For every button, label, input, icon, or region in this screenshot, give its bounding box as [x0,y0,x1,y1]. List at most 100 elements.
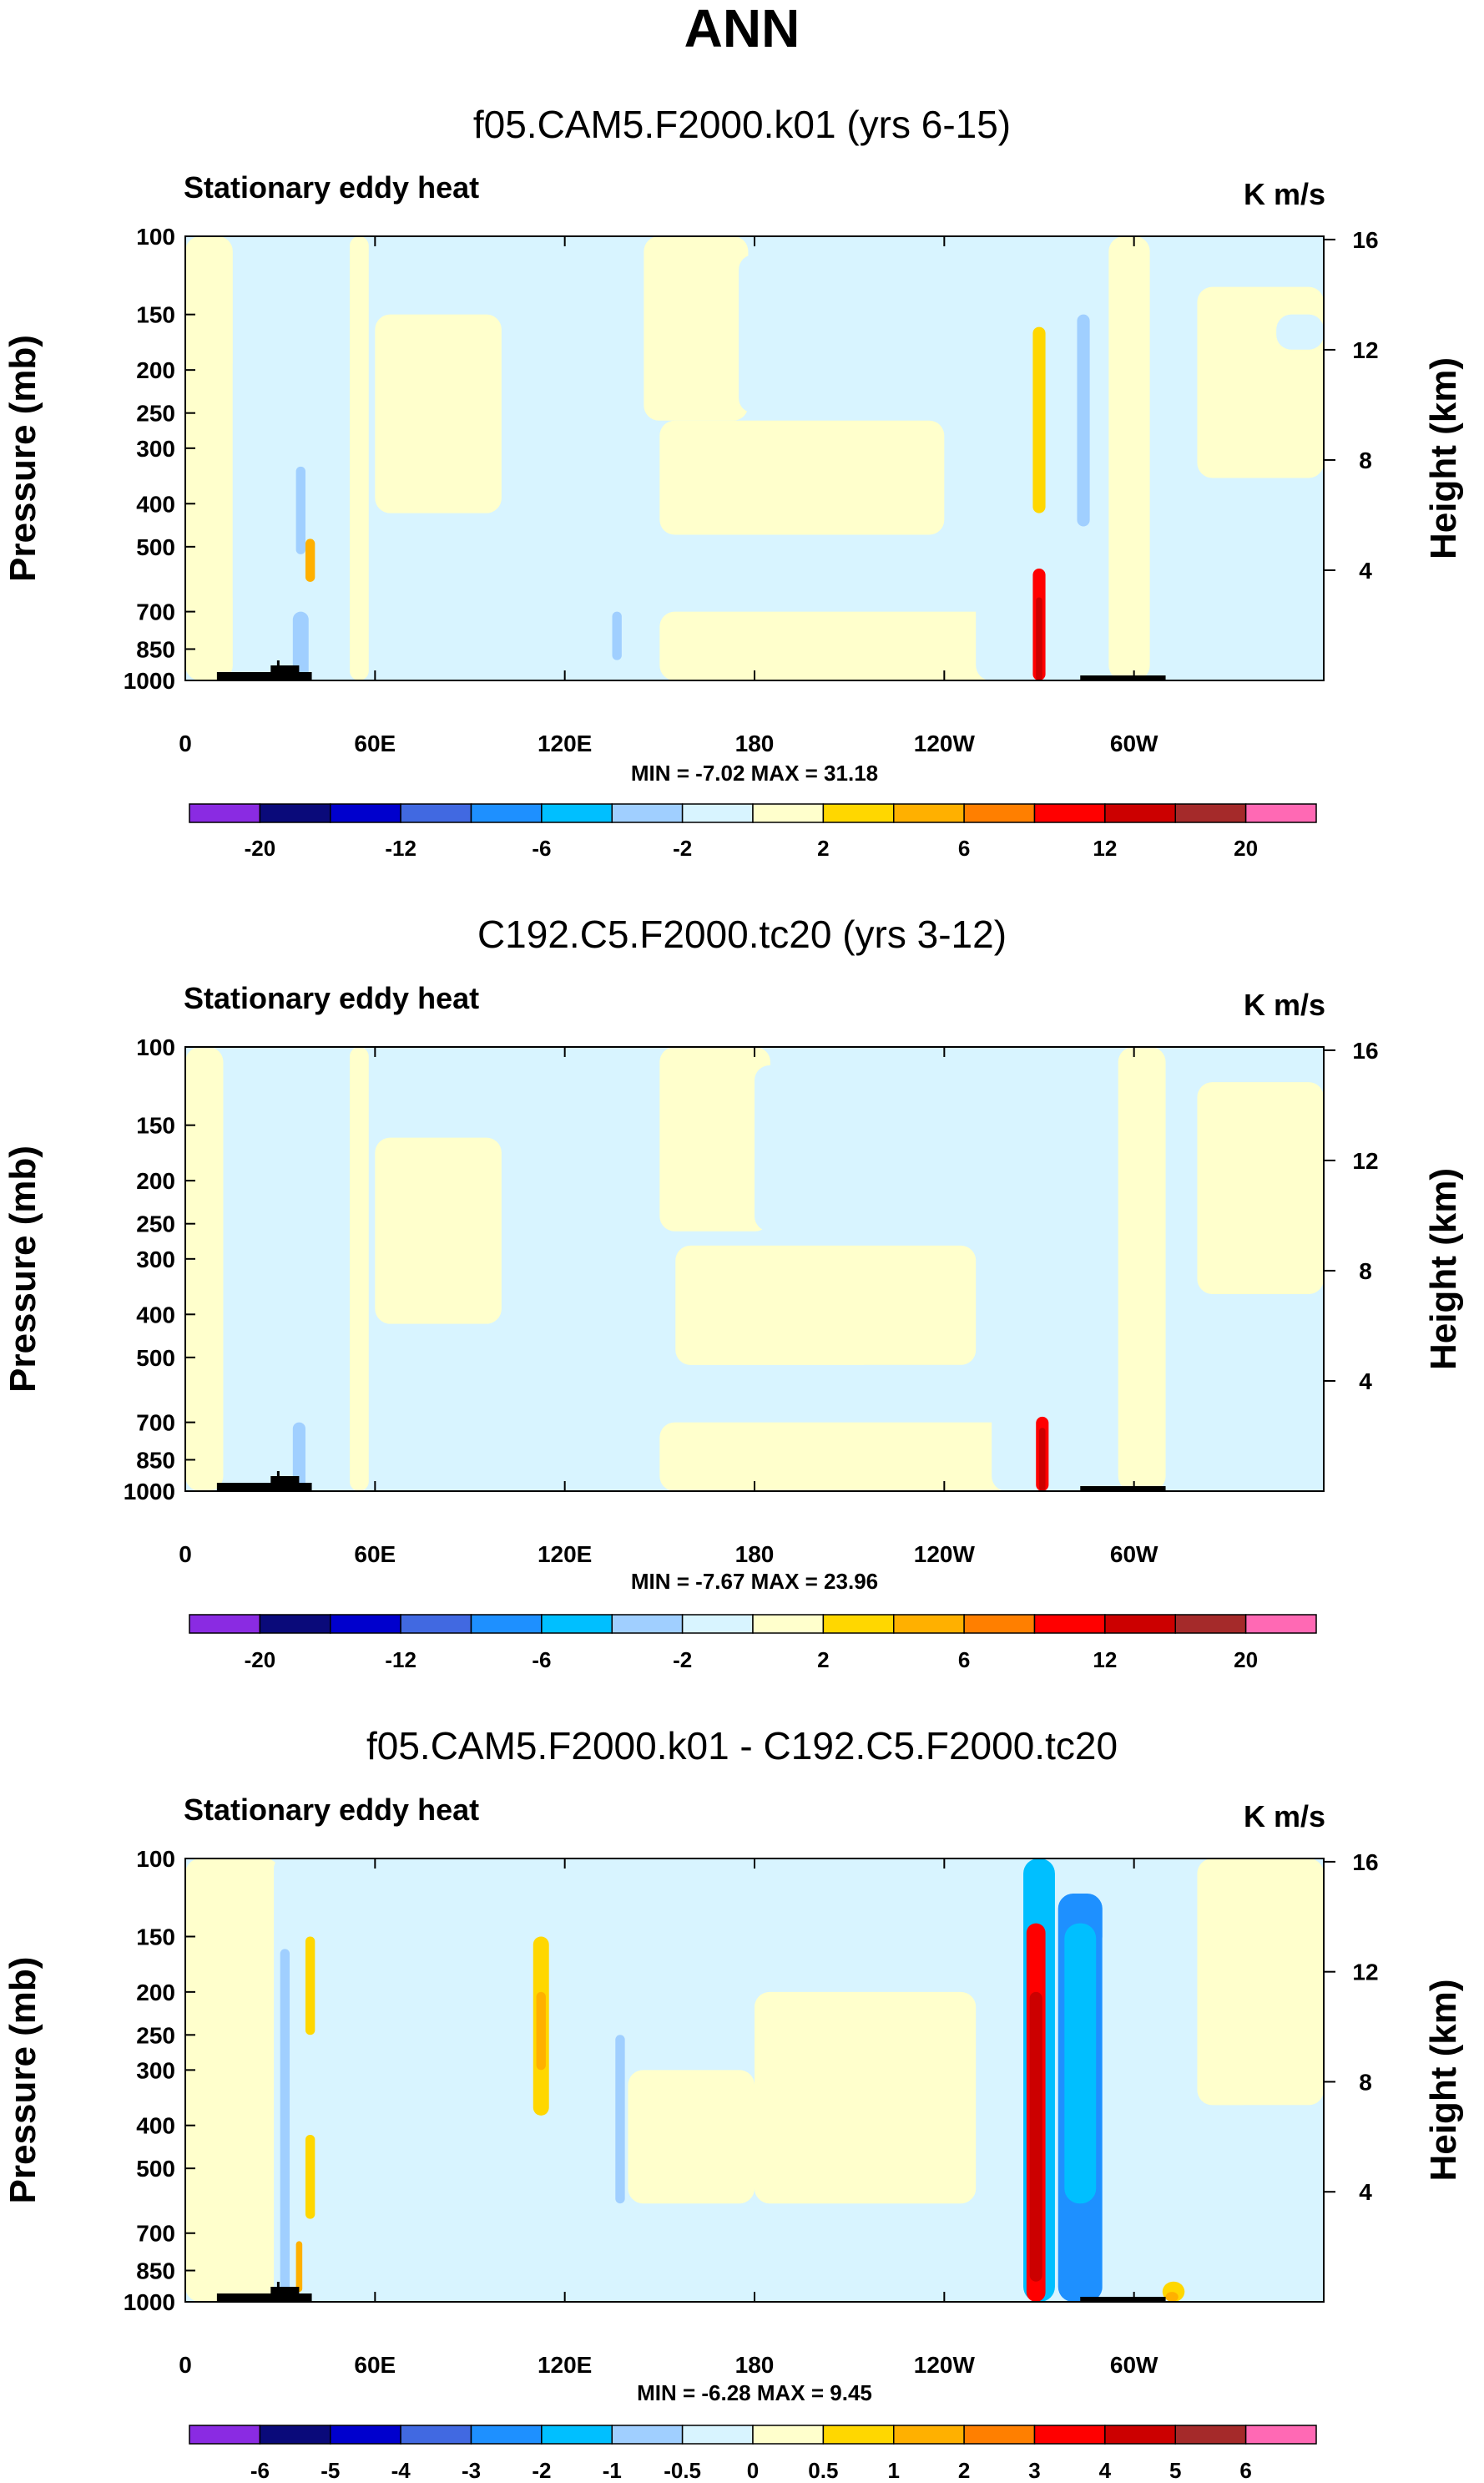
colorbar-box [400,1614,472,1634]
y-tick-label: 200 [136,1980,175,2005]
colorbar-box [963,1614,1036,1634]
field-contour [1276,314,1324,350]
colorbar-label: -3 [462,2458,481,2483]
y-axis-title: Pressure (mb) [3,335,43,582]
y-right-tick-label: 16 [1352,1849,1378,1875]
y-tick-label: 1000 [124,668,175,694]
field-contour [675,1245,977,1365]
field-contour [1064,1923,1097,2204]
colorbar-label: -1 [603,2458,622,2483]
colorbar-label: -20 [245,836,276,861]
colorbar-box [330,1614,401,1634]
colorbar-box [541,803,613,823]
colorbar-box [752,803,825,823]
x-tick-label: 180 [735,731,775,756]
colorbar-box [893,2425,965,2445]
y-tick-label: 200 [136,357,175,383]
colorbar-box [1244,803,1317,823]
colorbar-box [1174,803,1247,823]
field-contour [770,2218,961,2302]
panel-variable-label: Stationary eddy heat [184,981,479,1015]
field-contour [1077,314,1090,527]
y-tick-label: 500 [136,534,175,560]
colorbar-label: -6 [532,1647,551,1672]
y-tick-label: 400 [136,2113,175,2139]
x-tick-label: 120E [538,2352,592,2378]
panel-units-label: K m/s [1244,177,1325,211]
colorbar-label: 3 [1028,2458,1040,2483]
x-tick-label: 0 [179,731,192,756]
y-tick-label: 200 [136,1168,175,1194]
field-contour [1197,1082,1324,1294]
colorbar-box [189,1614,261,1634]
colorbar-label: -5 [321,2458,340,2483]
y-tick-label: 250 [136,1211,175,1237]
field-contour [739,255,961,413]
y-tick-label: 100 [136,224,175,250]
x-tick-label: 180 [735,2352,775,2378]
colorbar-label: -2 [673,1647,692,1672]
y-tick-label: 400 [136,1302,175,1327]
field-contour [615,2035,625,2204]
y-right-axis-title: Height (km) [1423,357,1464,559]
colorbar-label: 0.5 [808,2458,838,2483]
colorbar-box [1244,1614,1317,1634]
field-contour [1229,2105,1324,2204]
colorbar-label: 6 [958,1647,970,1672]
colorbar-label: -0.5 [664,2458,701,2483]
y-right-tick-label: 12 [1352,1960,1378,1985]
field-contour [1039,1428,1046,1491]
field-contour [185,1047,224,1491]
field-contour [817,539,945,594]
x-tick-label: 60E [354,731,396,756]
field-contour [295,466,305,554]
field-contour [1036,597,1042,680]
x-tick-label: 180 [735,1541,775,1567]
y-right-axis-title: Height (km) [1423,1980,1464,2182]
x-tick-label: 0 [179,2352,192,2378]
field-patches [185,236,1324,680]
field-contour [659,420,945,535]
colorbar-label: -6 [250,2458,270,2483]
topography-south-america [1080,1486,1166,1491]
field-contour [533,1047,597,1491]
colorbar-box [1033,1614,1106,1634]
colorbar-label: 2 [958,2458,970,2483]
x-tick-label: 60W [1110,1541,1158,1567]
y-right-tick-label: 12 [1352,1148,1378,1174]
colorbar-label: 1 [888,2458,900,2483]
panel-1: f05.CAM5.F2000.k01 (yrs 6-15) Stationary … [3,103,1464,861]
field-contour [375,1137,502,1324]
y-tick-label: 100 [136,1846,175,1872]
field-contour [232,349,280,612]
x-tick-label: 120W [914,731,976,756]
panel-variable-label: Stationary eddy heat [184,170,479,205]
colorbar-box [1104,803,1176,823]
colorbar-box [822,1614,895,1634]
colorbar-box [1174,1614,1247,1634]
field-patches [185,1047,1324,1491]
y-tick-label: 150 [136,302,175,328]
field-contour [536,1991,546,2071]
field-contour [755,1065,961,1231]
y-tick-label: 1000 [124,2289,175,2315]
colorbar-box [681,1614,754,1634]
topography-africa [216,2293,312,2302]
topography-east-africa [270,2287,300,2302]
colorbar-label: 6 [1239,2458,1251,2483]
topography-south-america [1080,2297,1166,2302]
colorbar-box [541,1614,613,1634]
field-contour [1029,1991,1042,2282]
x-tick-label: 60W [1110,731,1158,756]
x-tick-label: 0 [179,1541,192,1567]
colorbar-box [330,2425,401,2445]
field-contour [295,2241,303,2293]
field-contour [1032,326,1046,513]
field-contour [1197,1858,1324,2106]
colorbar-label: -20 [245,1647,276,1672]
colorbar-label: 12 [1093,1647,1117,1672]
colorbar-box [1244,2425,1317,2445]
field-contour [849,1364,977,1423]
colorbar-label: 5 [1169,2458,1181,2483]
